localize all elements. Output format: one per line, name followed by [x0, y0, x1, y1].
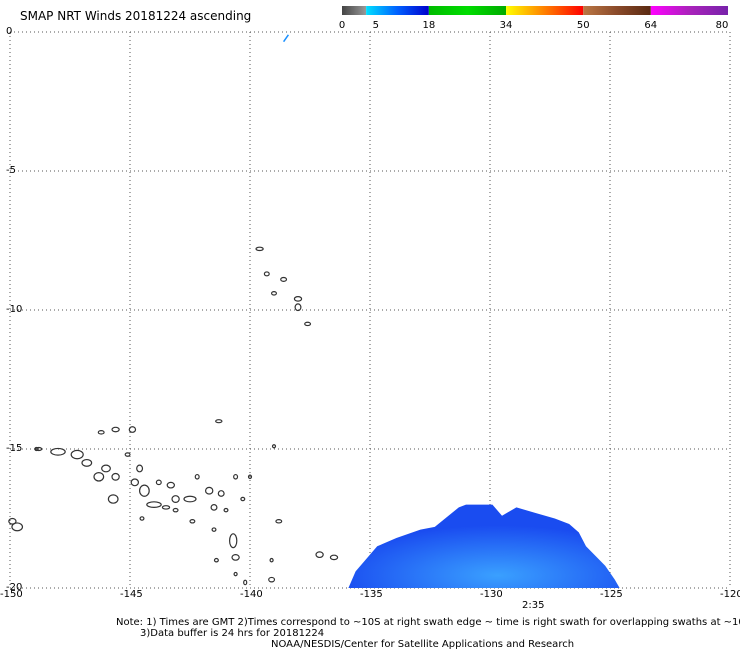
wind-swath: [348, 504, 620, 588]
longitude-label: -145: [120, 589, 143, 600]
island-outline: [247, 474, 253, 480]
island-outline: [240, 496, 246, 502]
island-outline: [271, 444, 277, 449]
island-outline: [315, 551, 324, 559]
colorbar-label: 18: [422, 20, 436, 31]
island-outline: [50, 447, 66, 456]
island-outline: [228, 533, 238, 549]
island-outline: [210, 504, 218, 511]
colorbar-label: 80: [715, 20, 729, 31]
colorbar-label: 64: [644, 20, 658, 31]
island-outline: [271, 291, 278, 296]
island-outline: [215, 419, 223, 424]
latitude-label: -20: [6, 582, 23, 593]
island-outline: [111, 426, 120, 433]
island-outline: [136, 464, 144, 473]
island-outline: [275, 519, 283, 524]
island-outline: [329, 554, 339, 561]
colorbar-segment: [506, 6, 584, 15]
latitude-label: -5: [6, 165, 16, 176]
colorbar-segment: [583, 6, 651, 15]
island-outline: [81, 458, 93, 467]
island-outline: [223, 507, 229, 513]
island-outline: [8, 517, 17, 525]
island-outline: [172, 507, 179, 513]
latitude-label: -15: [6, 443, 23, 454]
longitude-label: -135: [360, 589, 383, 600]
longitude-label: -150: [0, 589, 23, 600]
island-outline: [204, 486, 214, 495]
islands-outlines: [8, 246, 339, 586]
longitude-label: -130: [480, 589, 503, 600]
island-outline: [130, 478, 139, 487]
island-outline: [97, 430, 105, 435]
longitude-label: -125: [600, 589, 623, 600]
island-outline: [213, 557, 219, 563]
island-outline: [294, 303, 302, 312]
island-outline: [111, 472, 120, 481]
island-outline: [107, 494, 119, 504]
island-outline: [243, 579, 248, 586]
colorbar-label: 0: [338, 20, 346, 31]
graticule: [9, 31, 731, 589]
island-outline: [138, 484, 150, 497]
colorbar-segment: [342, 6, 367, 15]
swath-time-label: 2:35: [522, 600, 545, 611]
island-outline: [34, 446, 39, 452]
island-outline: [231, 554, 240, 561]
island-outline: [124, 452, 131, 457]
latitude-label: 0: [6, 26, 13, 37]
island-outline: [194, 473, 200, 480]
longitude-label: -120: [720, 589, 740, 600]
note-line-2: 3)Data buffer is 24 hrs for 20181224: [140, 628, 325, 639]
wind-swath-sliver: [282, 34, 290, 43]
colorbar-label: 50: [576, 20, 590, 31]
colorbar-segment: [366, 6, 429, 15]
island-outline: [280, 276, 288, 282]
colorbar-segment: [650, 6, 728, 15]
island-outline: [263, 271, 270, 277]
colorbar-segment: [428, 6, 507, 15]
island-outline: [211, 527, 217, 532]
island-outline: [268, 576, 276, 583]
island-outline: [183, 495, 197, 503]
island-outline: [161, 505, 171, 510]
latitude-label: -10: [6, 304, 23, 315]
longitude-label: -140: [240, 589, 263, 600]
island-outline: [155, 479, 162, 486]
island-outline: [217, 490, 225, 497]
island-outline: [255, 246, 264, 252]
island-outline: [11, 522, 24, 532]
island-outline: [101, 464, 111, 473]
island-outline: [293, 296, 303, 302]
colorbar: [342, 6, 728, 15]
note-line-3: NOAA/NESDIS/Center for Satellite Applica…: [271, 639, 575, 650]
map-title: SMAP NRT Winds 20181224 ascending: [20, 9, 252, 23]
colorbar-label: 34: [499, 20, 513, 31]
island-outline: [146, 501, 162, 508]
island-outline: [233, 571, 238, 577]
island-outline: [189, 519, 196, 524]
island-outline: [35, 446, 43, 452]
island-outline: [70, 449, 84, 460]
note-line-1: Note: 1) Times are GMT 2)Times correspon…: [116, 617, 740, 628]
island-outline: [233, 473, 239, 480]
island-outline: [128, 426, 137, 433]
island-outline: [166, 481, 175, 489]
island-outline: [93, 472, 105, 482]
island-outline: [304, 321, 312, 327]
island-outline: [269, 557, 274, 563]
colorbar-label: 5: [372, 20, 379, 31]
island-outline: [139, 516, 145, 521]
colorbar-gradient: [342, 6, 728, 15]
island-outline: [171, 495, 180, 503]
